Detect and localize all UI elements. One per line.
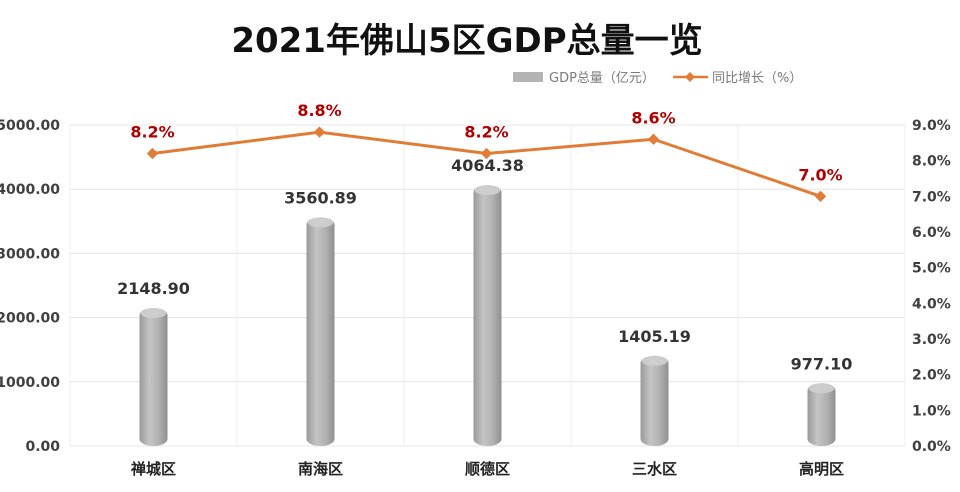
gdp-bars	[139, 185, 836, 446]
right-tick-label: 2.0%	[912, 368, 951, 384]
right-tick-label: 9.0%	[912, 118, 951, 134]
category-label: 南海区	[298, 460, 343, 478]
right-tick-label: 5.0%	[912, 261, 951, 277]
gdp-bar-cap	[140, 308, 167, 319]
chart-title: 2021年佛山5区GDP总量一览	[231, 21, 702, 61]
gdp-bar-labels: 2148.90 3560.89 4064.38 1405.19 977.10	[117, 156, 852, 373]
gdp-bar	[306, 217, 335, 446]
gdp-bar	[473, 185, 502, 446]
left-tick-label: 2000.00	[0, 311, 60, 327]
right-axis: 0.0% 1.0% 2.0% 3.0% 4.0% 5.0% 6.0% 7.0% 8.0% 9.0%	[912, 118, 951, 455]
gdp-bar-cap	[474, 185, 501, 196]
growth-point	[146, 147, 159, 160]
category-label: 高明区	[799, 460, 844, 478]
legend-label-growth: 同比增长（%）	[712, 71, 802, 86]
growth-point	[313, 126, 326, 138]
gdp-value-label: 3560.89	[284, 188, 357, 207]
growth-value-label: 8.2%	[464, 123, 508, 142]
gdp-value-label: 1405.19	[618, 327, 691, 346]
growth-point	[814, 190, 827, 202]
gdp-value-label: 4064.38	[451, 156, 524, 175]
category-label: 三水区	[632, 460, 677, 478]
x-axis: 禅城区 南海区 顺德区 三水区 高明区	[130, 460, 844, 478]
legend-label-gdp: GDP总量（亿元）	[549, 71, 655, 86]
gdp-bar-body	[139, 308, 168, 446]
gdp-bar	[139, 308, 168, 446]
left-tick-label: 3000.00	[0, 246, 60, 262]
right-tick-label: 8.0%	[912, 154, 951, 170]
left-tick-label: 5000.00	[0, 118, 60, 134]
growth-line	[146, 126, 827, 202]
left-tick-label: 1000.00	[0, 375, 60, 391]
gdp-bar-body	[473, 185, 502, 446]
gdp-bar-cap	[808, 383, 835, 394]
category-label: 顺德区	[465, 460, 510, 478]
growth-value-label: 8.8%	[297, 101, 341, 120]
left-tick-label: 0.00	[25, 439, 60, 455]
right-tick-label: 0.0%	[912, 439, 951, 455]
growth-value-label: 7.0%	[798, 165, 842, 184]
gdp-bar-body	[807, 383, 836, 446]
legend-swatch-gdp	[513, 72, 543, 82]
left-axis: 0.00 1000.00 2000.00 3000.00 4000.00 5000.00	[0, 118, 60, 455]
gdp-value-label: 2148.90	[117, 279, 190, 298]
legend: GDP总量（亿元） 同比增长（%）	[513, 71, 802, 86]
gdp-bar-body	[306, 217, 335, 446]
gdp-bar	[807, 383, 836, 446]
gdp-bar-cap	[641, 355, 668, 366]
gdp-bar-cap	[307, 217, 334, 228]
gdp-value-label: 977.10	[791, 354, 853, 373]
growth-value-label: 8.6%	[631, 108, 675, 127]
growth-point	[480, 147, 493, 160]
gdp-bar	[640, 355, 669, 446]
left-tick-label: 4000.00	[0, 182, 60, 198]
right-tick-label: 7.0%	[912, 189, 951, 205]
growth-point	[647, 133, 660, 145]
right-tick-label: 3.0%	[912, 332, 951, 348]
category-label: 禅城区	[130, 460, 176, 478]
right-tick-label: 6.0%	[912, 225, 951, 241]
growth-value-label: 8.2%	[130, 123, 174, 142]
legend-swatch-growth-marker	[685, 72, 695, 82]
right-tick-label: 4.0%	[912, 296, 951, 312]
right-tick-label: 1.0%	[912, 403, 951, 419]
gdp-bar-body	[640, 355, 669, 446]
growth-labels: 8.2% 8.8% 8.2% 8.6% 7.0%	[130, 101, 842, 184]
